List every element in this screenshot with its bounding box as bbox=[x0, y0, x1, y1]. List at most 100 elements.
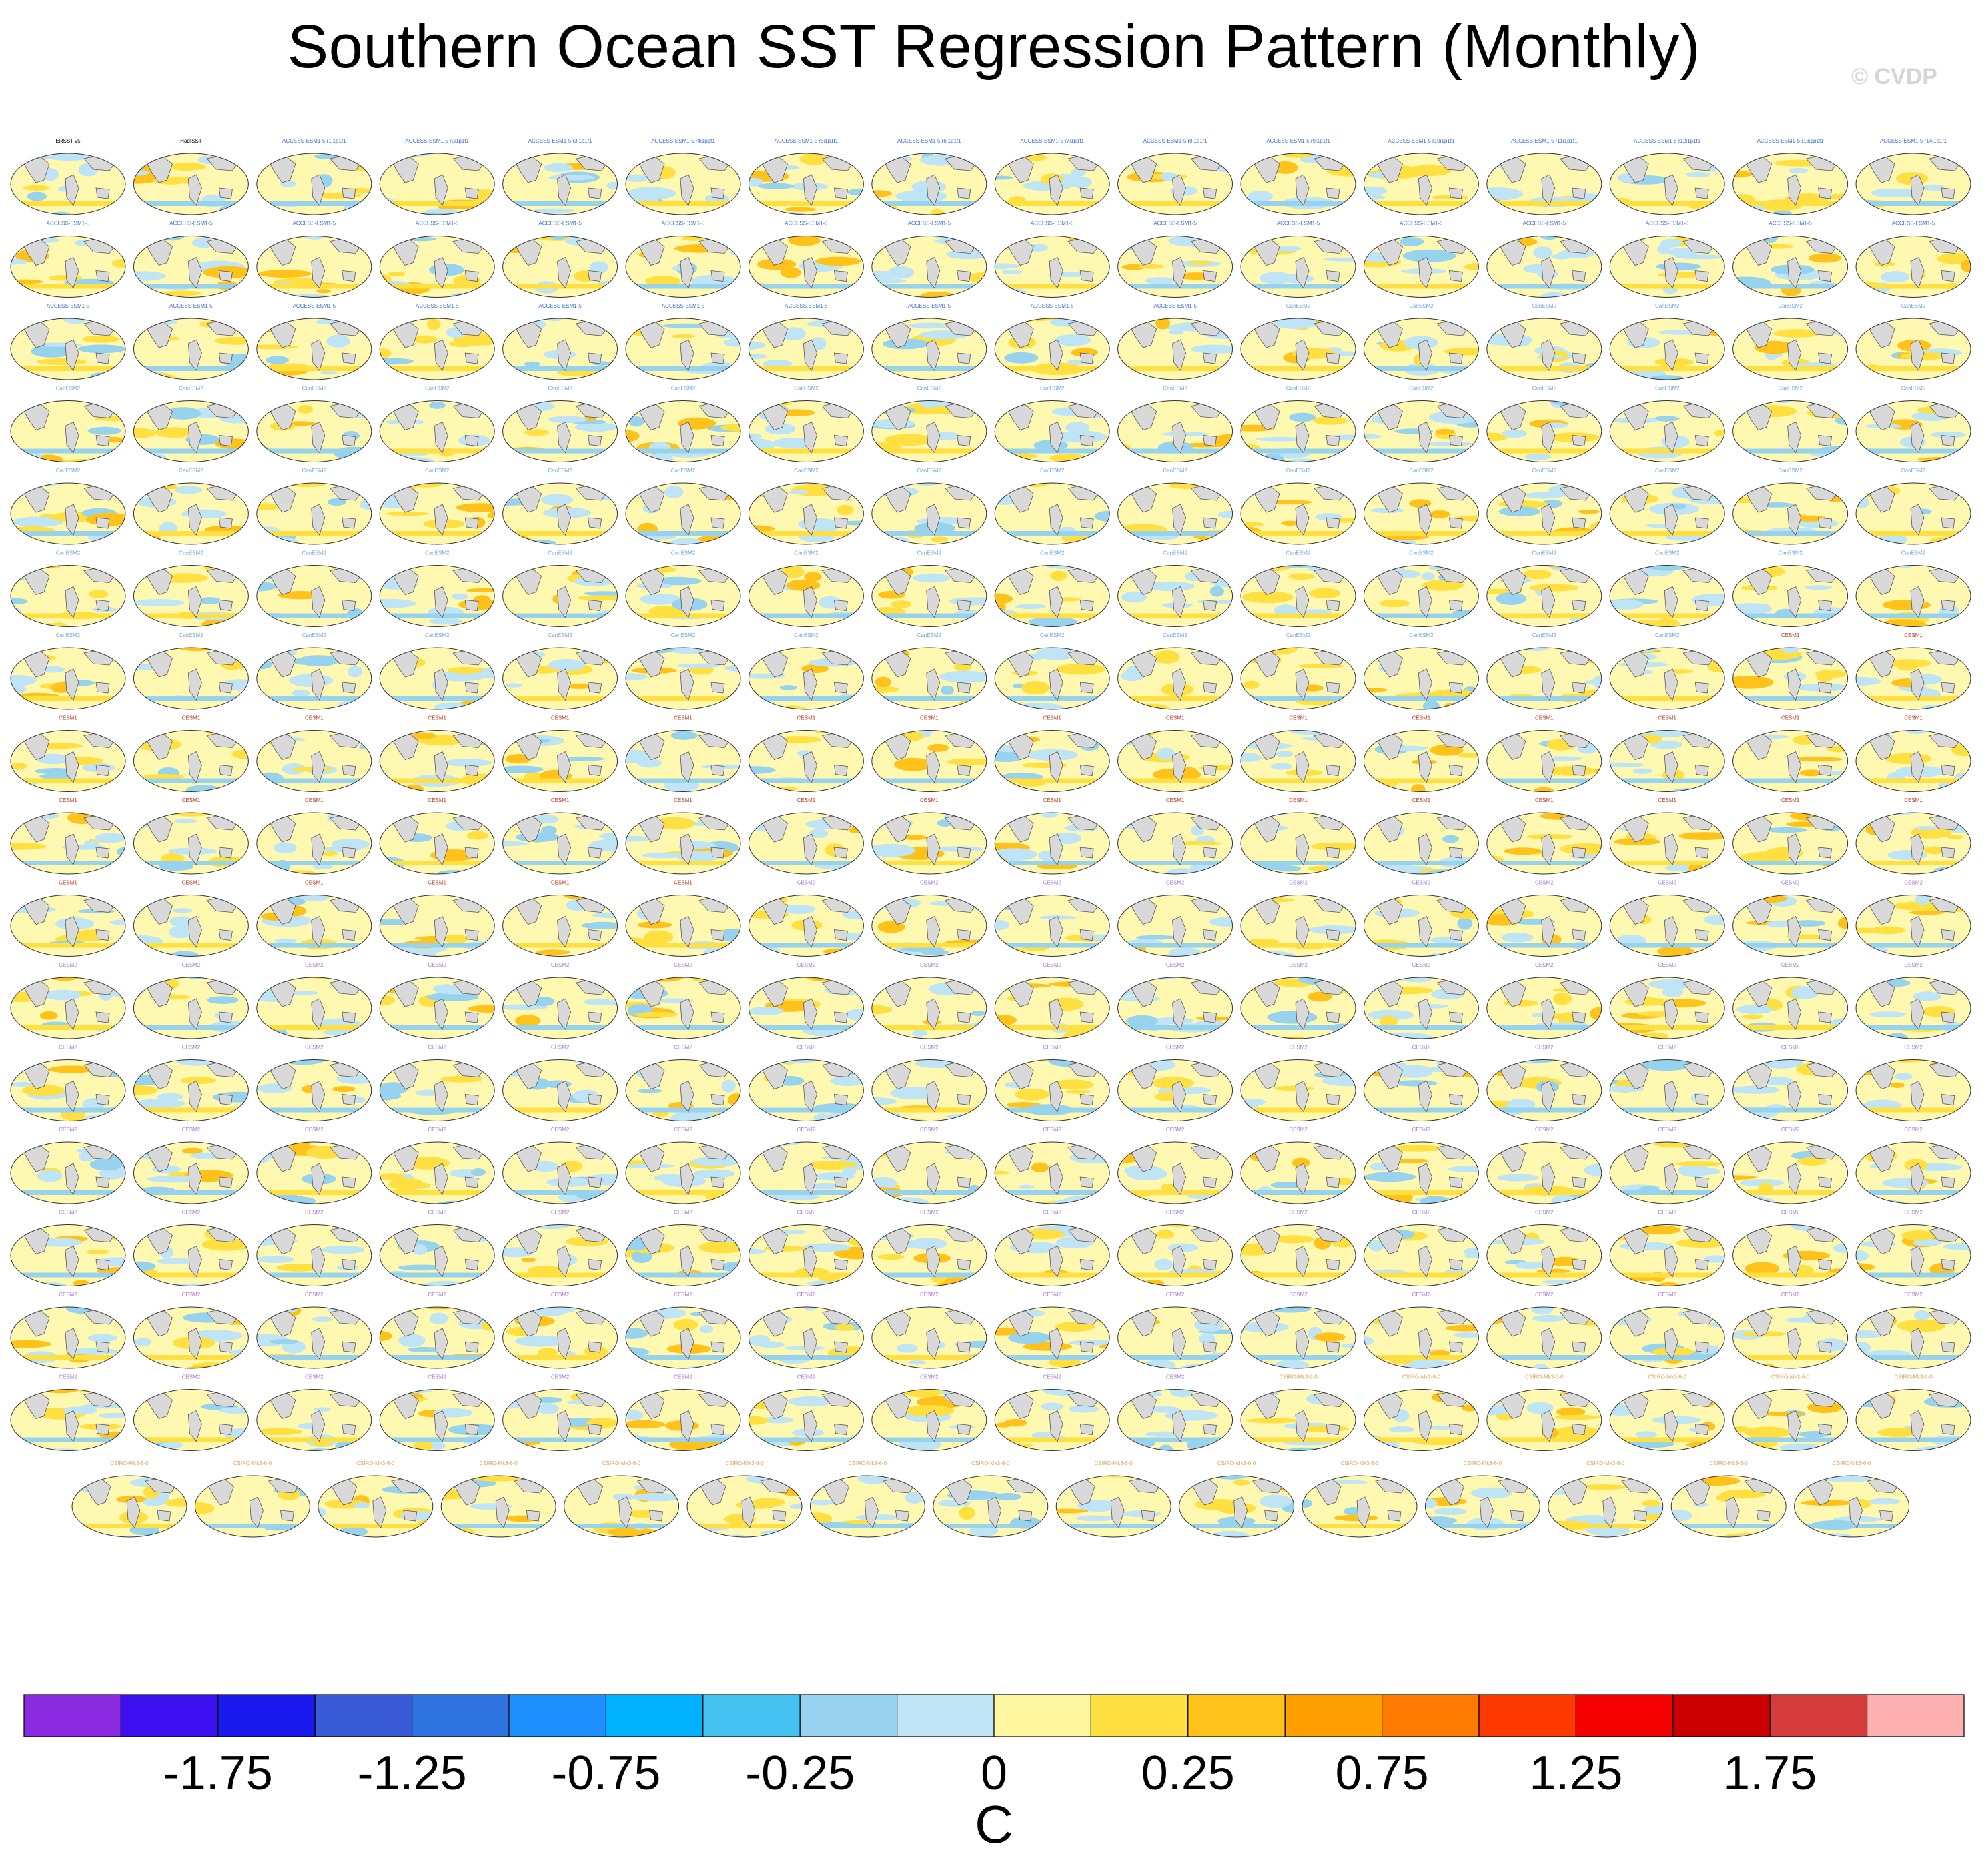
sst-field bbox=[1241, 648, 1356, 709]
regression-map-panel: CanESM2 bbox=[994, 632, 1110, 710]
map-outline bbox=[748, 482, 864, 545]
panel-title: CanESM2 bbox=[1040, 468, 1065, 474]
regression-map-panel: CSIRO-Mk3-6-0 bbox=[71, 1460, 187, 1538]
sst-field bbox=[502, 1059, 618, 1121]
panel-title: ACCESS-ESM1-5 bbox=[1769, 221, 1812, 227]
sst-field bbox=[749, 565, 864, 627]
map-outline bbox=[994, 1389, 1110, 1451]
panel-title: CanESM2 bbox=[179, 632, 203, 638]
regression-map-panel: CESM2 bbox=[502, 1127, 618, 1204]
panel-title: ACCESS-ESM1-5 r4i1p1f1 bbox=[651, 138, 715, 144]
map-outline bbox=[10, 236, 126, 298]
map-outline bbox=[10, 1224, 126, 1286]
map-outline bbox=[625, 1224, 741, 1286]
regression-map-panel: CanESM2 bbox=[1117, 550, 1233, 627]
panel-title: CanESM2 bbox=[1163, 386, 1187, 392]
map-outline bbox=[625, 730, 741, 792]
sst-field bbox=[1610, 565, 1725, 627]
map-outline bbox=[1240, 1306, 1356, 1369]
map-outline bbox=[1117, 400, 1233, 462]
panel-title: CESM2 bbox=[674, 962, 692, 968]
regression-map-panel: CanESM2 bbox=[1240, 303, 1356, 380]
panel-title: CESM2 bbox=[797, 1374, 816, 1380]
sst-field bbox=[749, 236, 864, 298]
panel-title: CESM2 bbox=[305, 1045, 324, 1051]
regression-map-panel: ACCESS-ESM1-5 bbox=[379, 221, 495, 298]
map-outline bbox=[1486, 153, 1602, 215]
regression-map-panel: CESM2 bbox=[379, 1292, 495, 1369]
map-outline bbox=[379, 153, 495, 215]
map-outline bbox=[1486, 1389, 1602, 1451]
panel-title: CanESM2 bbox=[1409, 303, 1434, 309]
regression-map-panel: CanESM2 bbox=[256, 550, 372, 627]
map-outline bbox=[256, 400, 372, 462]
panel-title: CanESM2 bbox=[1655, 468, 1680, 474]
map-outline bbox=[1670, 1475, 1787, 1538]
regression-map-panel: CESM1 bbox=[1855, 715, 1971, 792]
map-outline bbox=[871, 1224, 987, 1286]
map-outline bbox=[871, 565, 987, 627]
map-outline bbox=[1609, 318, 1725, 380]
regression-map-panel: CESM1 bbox=[1609, 797, 1725, 875]
regression-map-panel: CanESM2 bbox=[1732, 303, 1849, 380]
map-outline bbox=[502, 482, 618, 545]
panel-title: CESM2 bbox=[1289, 1127, 1308, 1133]
map-outline bbox=[10, 812, 126, 875]
regression-map-panel: CESM2 bbox=[1732, 1127, 1849, 1204]
map-outline bbox=[994, 1306, 1110, 1369]
regression-map-panel: ACCESS-ESM1-5 r2i1p1f1 bbox=[379, 138, 495, 215]
map-outline bbox=[10, 1306, 126, 1369]
sst-field bbox=[1856, 648, 1971, 709]
panel-title: CESM2 bbox=[1904, 962, 1923, 968]
map-outline bbox=[502, 565, 618, 627]
map-outline bbox=[1609, 565, 1725, 627]
regression-map-panel: CESM2 bbox=[1486, 1045, 1602, 1121]
map-outline bbox=[133, 153, 249, 215]
map-outline bbox=[502, 318, 618, 380]
regression-map-panel: CanESM2 bbox=[133, 632, 249, 710]
map-outline bbox=[1732, 1224, 1849, 1286]
regression-map-panel: CanESM2 bbox=[1117, 468, 1233, 545]
panel-title: ACCESS-ESM1-5 bbox=[908, 221, 951, 227]
map-outline bbox=[994, 565, 1110, 627]
regression-map-panel: CESM2 bbox=[502, 1374, 618, 1451]
sst-field bbox=[1056, 1476, 1171, 1537]
regression-map-panel: CSIRO-Mk3-6-0 bbox=[1486, 1374, 1602, 1451]
map-outline bbox=[256, 1306, 372, 1369]
regression-map-panel: CESM2 bbox=[625, 1127, 741, 1204]
regression-map-panel: CanESM2 bbox=[871, 550, 987, 627]
map-outline bbox=[1855, 647, 1971, 710]
map-outline bbox=[1609, 153, 1725, 215]
regression-map-panel: CESM2 bbox=[871, 1127, 987, 1204]
panel-title: CanESM2 bbox=[425, 386, 450, 392]
panel-title: CanESM2 bbox=[1655, 550, 1680, 556]
sst-field bbox=[1732, 400, 1848, 462]
map-outline bbox=[379, 482, 495, 545]
map-outline bbox=[748, 1224, 864, 1286]
sst-field bbox=[1610, 1059, 1725, 1121]
regression-map-panel: CanESM2 bbox=[1117, 386, 1233, 462]
sst-field bbox=[1856, 1224, 1971, 1286]
map-outline bbox=[1363, 318, 1479, 380]
regression-map-panel: CESM2 bbox=[994, 1374, 1110, 1451]
map-outline bbox=[871, 153, 987, 215]
sst-field bbox=[995, 730, 1110, 792]
regression-map-panel: CanESM2 bbox=[133, 468, 249, 545]
regression-map-panel: CanESM2 bbox=[871, 632, 987, 710]
map-outline bbox=[1240, 482, 1356, 545]
regression-map-panel: CanESM2 bbox=[1609, 550, 1725, 627]
regression-map-panel: CanESM2 bbox=[379, 468, 495, 545]
sst-field bbox=[1486, 813, 1602, 874]
regression-map-panel: ACCESS-ESM1-5 bbox=[625, 303, 741, 380]
regression-map-panel: CanESM2 bbox=[502, 468, 618, 545]
sst-field bbox=[1364, 400, 1479, 462]
map-outline bbox=[625, 895, 741, 957]
sst-field bbox=[256, 648, 372, 709]
sst-field bbox=[1241, 153, 1356, 215]
regression-map-panel: ACCESS-ESM1-5 r3i1p1f1 bbox=[502, 138, 618, 215]
sst-field bbox=[1610, 895, 1725, 957]
regression-map-panel: CESM1 bbox=[10, 797, 126, 875]
sst-field bbox=[1732, 1059, 1848, 1121]
panel-title: ACCESS-ESM1-5 bbox=[1400, 221, 1443, 227]
sst-field bbox=[1364, 1142, 1479, 1204]
